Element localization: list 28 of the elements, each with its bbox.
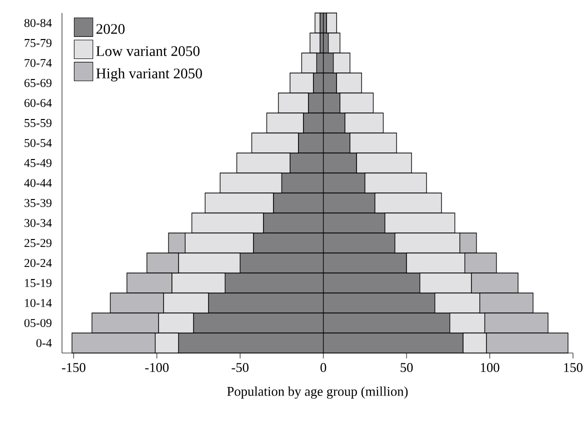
x-tick-label: -50 xyxy=(232,363,248,372)
y-tick-label: 05-09 xyxy=(24,318,52,328)
x-tick-label: -100 xyxy=(145,363,169,372)
x-tick-label: 100 xyxy=(480,363,500,372)
x-tick-label: 150 xyxy=(564,363,583,372)
y-tick-label: 70-74 xyxy=(24,58,52,68)
y-tick-label: 0-4 xyxy=(36,338,52,348)
y-tick-label: 35-39 xyxy=(24,198,52,208)
y-tick-label: 45-49 xyxy=(24,158,52,168)
x-tick-label: 0 xyxy=(320,363,326,372)
y-tick-label: 60-64 xyxy=(24,98,52,108)
y-tick-label: 20-24 xyxy=(24,258,52,268)
legend-label: 2020 xyxy=(96,24,125,34)
y-tick-label: 15-19 xyxy=(25,278,52,288)
y-tick-label: 40-44 xyxy=(24,178,52,188)
legend-label: High variant 2050 xyxy=(96,68,202,82)
x-axis-title: Population by age group (million) xyxy=(227,386,408,399)
y-tick-label: 25-29 xyxy=(24,238,52,248)
y-tick-label: 55-59 xyxy=(24,118,52,128)
y-tick-label: 75-79 xyxy=(24,38,52,48)
y-tick-label: 65-69 xyxy=(24,78,52,88)
y-tick-label: 10-14 xyxy=(25,298,52,308)
x-tick-label: -150 xyxy=(62,363,86,372)
legend-label: Low variant 2050 xyxy=(96,46,200,56)
y-tick-label: 50-54 xyxy=(24,138,52,148)
y-tick-label: 80-84 xyxy=(24,18,52,28)
x-tick-label: 50 xyxy=(400,363,413,372)
y-tick-label: 30-34 xyxy=(24,218,52,228)
